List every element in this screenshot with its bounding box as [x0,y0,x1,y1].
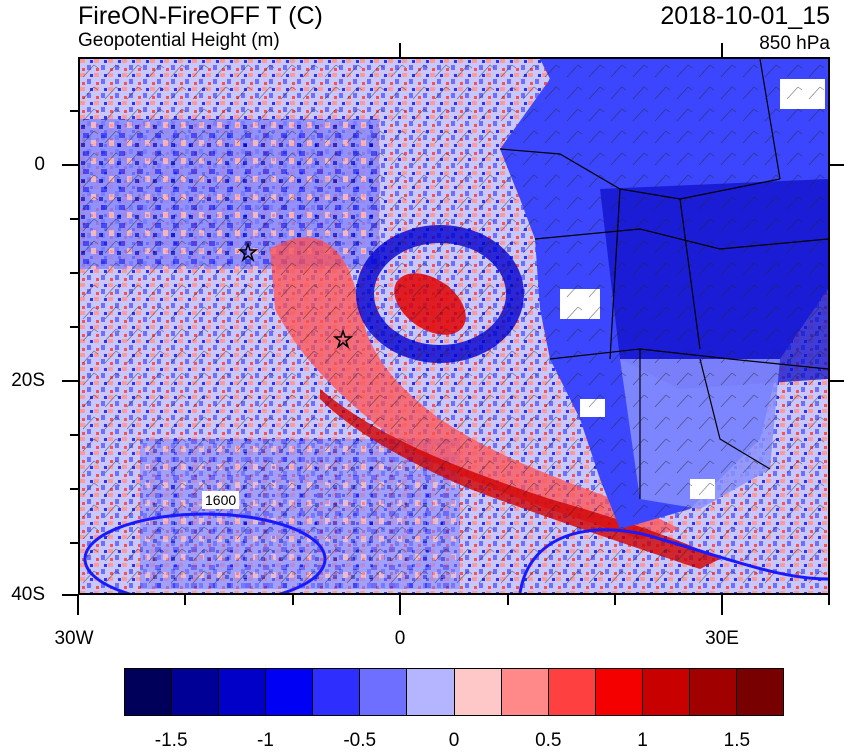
colorbar-box [407,669,455,715]
temperature-difference-map [80,59,828,593]
colorbar-label: -0.5 [343,730,377,751]
date-label: 2018-10-01_15 [660,2,830,30]
map-panel: 1600 [78,57,830,595]
colorbar-box [737,669,784,715]
colorbar-box [454,669,502,715]
lon-label-30w: 30W [54,628,94,649]
colorbar-box [595,669,643,715]
contour-1600-east [518,528,828,593]
colorbar-box [642,669,690,715]
colorbar-label: -1.5 [154,730,188,751]
contour-1600-west [83,512,327,593]
plot-subtitle: Geopotential Height (m) [78,30,280,51]
colorbar-label: 0 [448,730,460,751]
star-marker [237,241,259,263]
colorbar-label: 1.5 [723,730,751,751]
colorbar-box [125,669,173,715]
colorbar-label: 1 [637,730,648,751]
colorbar-box [501,669,549,715]
colorbar-box [266,669,314,715]
colorbar-box [360,669,408,715]
lon-label-0: 0 [394,628,406,649]
lat-label-20s: 20S [11,370,45,391]
colorbar [124,668,784,716]
colorbar-label: 0.5 [535,730,562,751]
colorbar-box [689,669,738,715]
colorbar-label: -1 [256,730,274,751]
lat-label-40s: 40S [11,584,45,605]
lon-label-30e: 30E [705,628,739,649]
station-markers [237,241,354,350]
height-contours [83,512,828,593]
pressure-level-label: 850 hPa [759,33,830,54]
colorbar-box [219,669,267,715]
plot-title: FireON-FireOFF T (C) [78,2,323,30]
contour-label-1600: 1600 [202,491,240,509]
colorbar-box [172,669,220,715]
lat-label-0: 0 [34,154,45,175]
colorbar-box [313,669,361,715]
star-marker [332,328,354,350]
colorbar-box [548,669,596,715]
